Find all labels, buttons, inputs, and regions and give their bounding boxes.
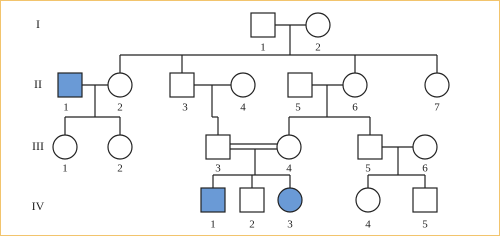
- member-label: 2: [117, 102, 123, 114]
- member-label: 4: [240, 102, 246, 114]
- generation-label: III: [32, 139, 44, 153]
- member-label: 3: [215, 163, 221, 175]
- member-label: 1: [210, 219, 216, 231]
- lines: [64, 24, 438, 188]
- member-label: 6: [352, 102, 358, 114]
- member-label: 1: [62, 163, 68, 175]
- generation-label: IV: [32, 199, 45, 213]
- member-label: 4: [286, 163, 292, 175]
- generation-label: II: [34, 77, 42, 91]
- member-label: 6: [422, 163, 428, 175]
- member-label: 2: [249, 219, 255, 231]
- member-label: 7: [434, 102, 440, 114]
- member-label: 5: [365, 163, 371, 175]
- member-label: 5: [422, 219, 428, 231]
- member-label: 1: [63, 102, 69, 114]
- individuals: [52, 12, 450, 213]
- member-label: 3: [182, 102, 188, 114]
- member-label: 2: [315, 42, 321, 54]
- member-label: 1: [260, 42, 266, 54]
- member-label: 4: [365, 219, 371, 231]
- generation-label: I: [36, 17, 40, 31]
- member-label: 5: [295, 102, 301, 114]
- member-label: 2: [117, 163, 123, 175]
- member-label: 3: [287, 219, 293, 231]
